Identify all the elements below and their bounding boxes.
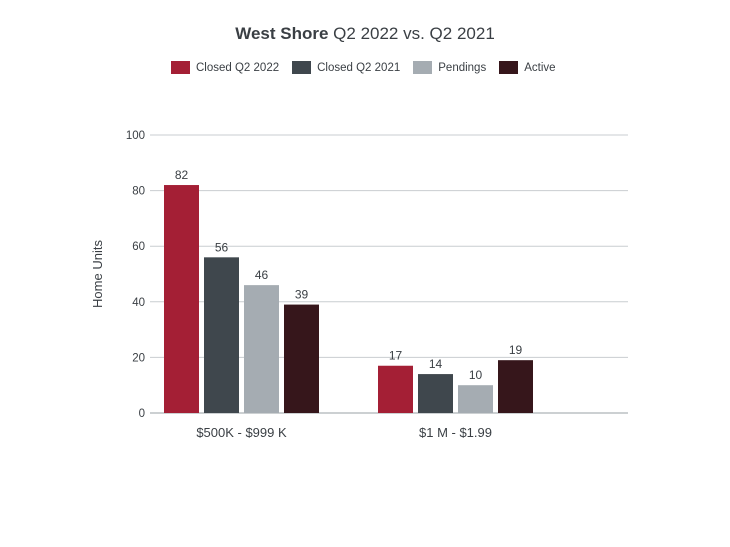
legend-label-closed-2022: Closed Q2 2022 <box>196 61 280 74</box>
y-tick-label-80: 80 <box>132 186 145 198</box>
bar-1-3 <box>498 360 533 413</box>
legend-swatch-active <box>499 61 519 74</box>
data-label-1-1: 14 <box>429 357 443 371</box>
data-label-0-1: 56 <box>215 240 229 254</box>
bar-0-3 <box>284 304 319 413</box>
legend-swatch-pendings <box>413 61 433 74</box>
data-label-0-2: 46 <box>255 268 269 282</box>
y-tick-label-0: 0 <box>139 408 145 420</box>
legend-label-active: Active <box>524 61 556 74</box>
bar-0-0 <box>164 185 199 413</box>
data-label-1-0: 17 <box>389 349 403 363</box>
chart-legend: Closed Q2 2022 Closed Q2 2021 Pendings A… <box>171 61 569 74</box>
legend-item-closed-2022: Closed Q2 2022 <box>171 61 279 74</box>
legend-label-closed-2021: Closed Q2 2021 <box>317 61 401 74</box>
bar-0-2 <box>244 285 279 413</box>
chart-title-bold: West Shore <box>235 24 329 43</box>
data-label-0-3: 39 <box>295 288 309 302</box>
legend-item-closed-2021: Closed Q2 2021 <box>292 61 400 74</box>
legend-label-pendings: Pendings <box>438 61 487 74</box>
x-category-label-0: $500K - $999 K <box>196 425 287 440</box>
legend-swatch-closed-2021 <box>292 61 312 74</box>
legend-swatch-closed-2022 <box>171 61 190 74</box>
data-label-1-3: 19 <box>509 343 523 357</box>
y-tick-label-60: 60 <box>132 241 145 253</box>
chart-title: West Shore Q2 2022 vs. Q2 2021 <box>0 24 730 44</box>
y-axis-label: Home Units <box>90 240 105 308</box>
y-tick-label-100: 100 <box>126 130 145 142</box>
chart-title-rest: Q2 2022 vs. Q2 2021 <box>333 24 495 43</box>
legend-item-active: Active <box>499 61 556 74</box>
bar-1-1 <box>418 374 453 413</box>
x-category-label-1: $1 M - $1.99 <box>419 425 492 440</box>
bar-0-1 <box>204 257 239 413</box>
bar-1-0 <box>378 365 413 413</box>
legend-item-pendings: Pendings <box>413 61 486 74</box>
data-label-0-0: 82 <box>175 168 189 182</box>
y-tick-label-20: 20 <box>132 352 145 364</box>
y-tick-label-40: 40 <box>132 297 145 309</box>
bar-1-2 <box>458 385 493 413</box>
data-label-1-2: 10 <box>469 368 483 382</box>
